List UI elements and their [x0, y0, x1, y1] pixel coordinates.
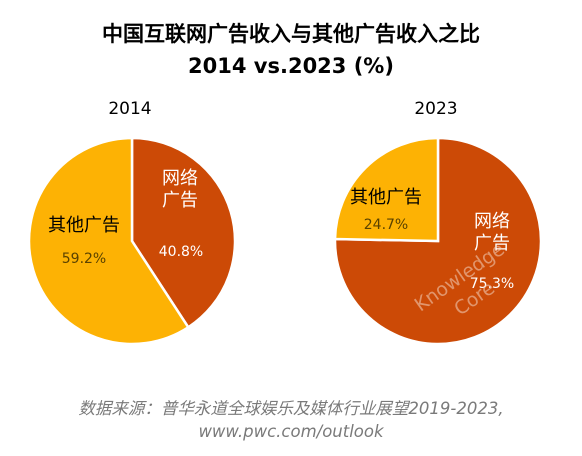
chart-title: 中国互联网广告收入与其他广告收入之比 — [102, 22, 480, 46]
slice-label: 广告 — [474, 233, 510, 254]
slice-value-label: 40.8% — [159, 244, 203, 260]
pie-slice — [27, 136, 191, 346]
slice-label: 网络 — [474, 211, 510, 232]
pie-title: 2014 — [108, 99, 151, 119]
slice-label: 网络 — [162, 168, 198, 189]
slice-value-label: 59.2% — [62, 251, 106, 267]
pie-title: 2023 — [414, 99, 457, 119]
slice-label: 其他广告 — [48, 215, 120, 236]
source-note: 数据来源：普华永道全球娱乐及媒体行业展望2019-2023, — [78, 399, 504, 418]
pie-slice — [333, 136, 543, 346]
pie-slice — [333, 136, 440, 243]
chart-subtitle: 2014 vs.2023 (%) — [188, 54, 394, 78]
slice-value-label: 24.7% — [364, 217, 408, 233]
source-url: www.pwc.com/outlook — [198, 422, 384, 441]
slice-label: 其他广告 — [350, 187, 422, 208]
slice-label: 广告 — [162, 190, 198, 211]
slice-value-label: 75.3% — [470, 276, 514, 292]
